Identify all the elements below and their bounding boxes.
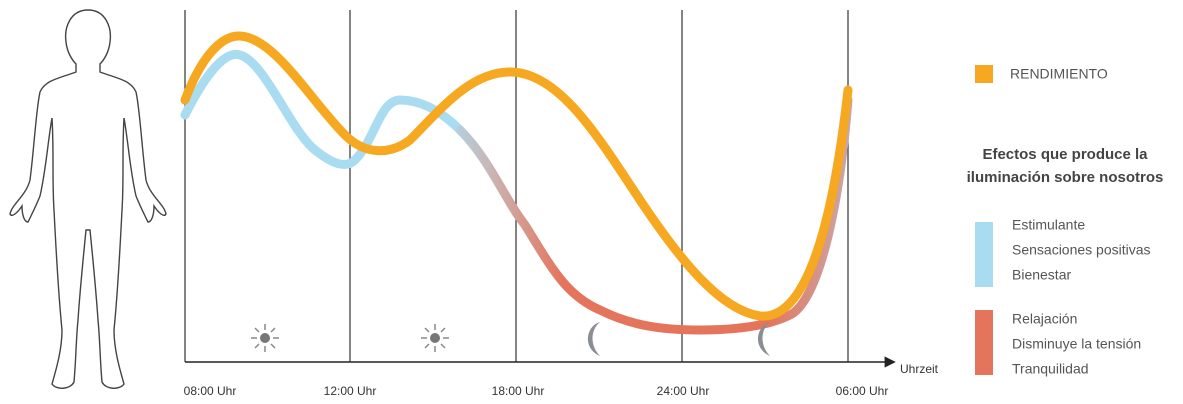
legend-heading: iluminación sobre nosotros: [967, 169, 1164, 186]
legend-label: Estimulante: [1012, 217, 1085, 233]
legend-label: Bienestar: [1012, 267, 1071, 283]
legend-heading: Efectos que produce la: [982, 146, 1148, 163]
time-label: 12:00 Uhr: [324, 384, 377, 398]
legend-label: Tranquilidad: [1012, 361, 1089, 377]
moon-icon: [757, 322, 770, 356]
sun-icon: [421, 324, 449, 352]
time-label: 24:00 Uhr: [657, 384, 710, 398]
legend-label: RENDIMIENTO: [1010, 66, 1108, 82]
performance-curve: [180, 31, 853, 321]
legend-swatch: [975, 222, 993, 287]
time-label: 18:00 Uhr: [492, 384, 545, 398]
legend-label: Disminuye la tensión: [1012, 336, 1141, 352]
legend-swatch: [975, 65, 993, 83]
axis-label: Uhrzeit: [900, 362, 939, 376]
human-figure: [9, 9, 167, 389]
legend-label: Sensaciones positivas: [1012, 242, 1151, 258]
moon-icon: [587, 322, 600, 356]
sun-icon: [251, 324, 279, 352]
stimulating-curve: [180, 49, 465, 169]
legend-swatch: [975, 310, 993, 375]
time-label: 08:00 Uhr: [184, 384, 237, 398]
time-label: 06:00 Uhr: [836, 384, 889, 398]
legend-label: Relajación: [1012, 311, 1077, 327]
relaxing-curve: [455, 95, 853, 335]
